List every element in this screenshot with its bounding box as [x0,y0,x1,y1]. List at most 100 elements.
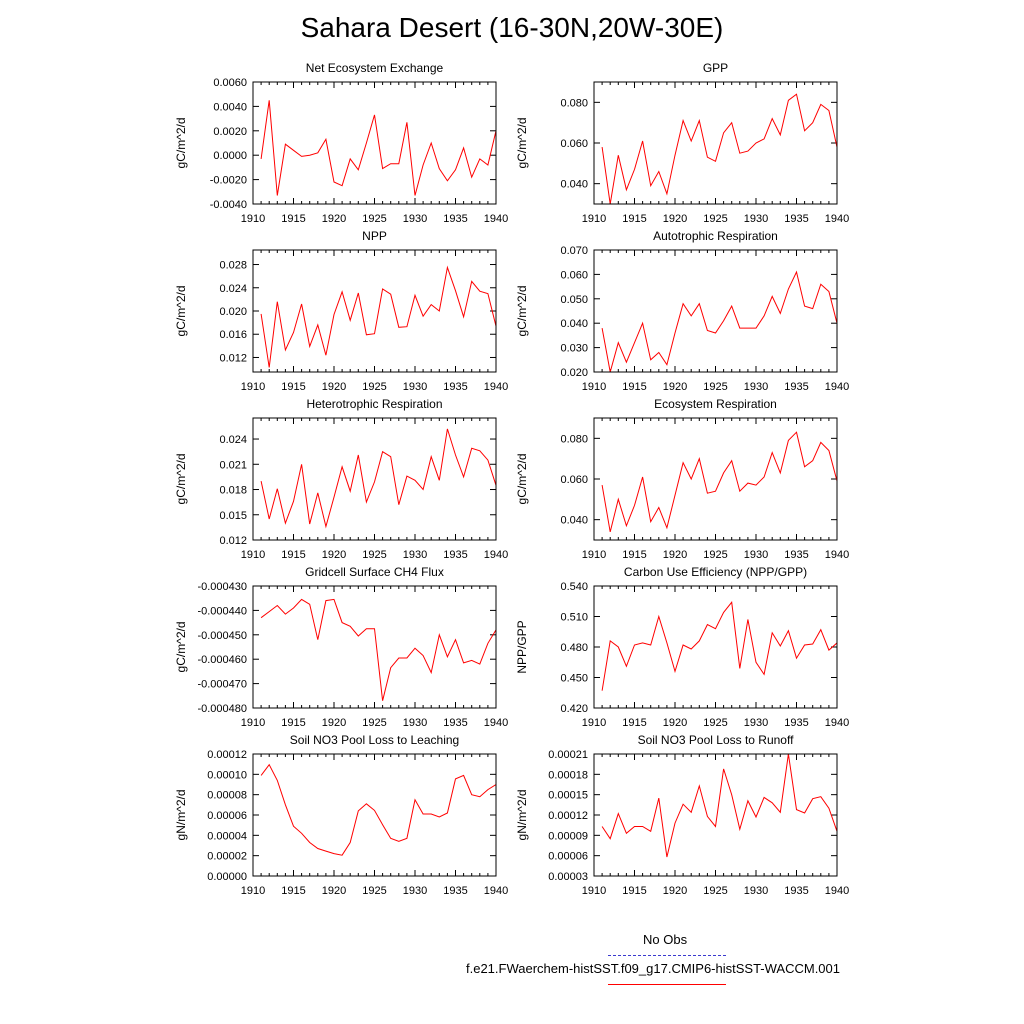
chart-panel: Heterotrophic Respiration gC/m^2/d 1910 191… [174,397,508,561]
y-tick-label: -0.000440 [197,605,247,617]
y-tick-label: 0.00004 [207,830,247,842]
y-tick-label: 0.0060 [213,77,247,89]
legend-line-model [608,984,726,985]
chart-panel: Ecosystem Respiration gC/m^2/d 1910 1915 192… [515,397,849,561]
x-tick-label: 1935 [443,885,467,897]
plot-frame [593,417,838,541]
y-axis-label: gN/m^2/d [515,790,529,841]
x-tick-label: 1925 [703,885,727,897]
x-tick-label: 1930 [744,381,768,393]
x-tick-label: 1935 [443,549,467,561]
x-tick-label: 1930 [403,381,427,393]
panel-title: Autotrophic Respiration [653,229,778,243]
x-tick-label: 1930 [403,549,427,561]
y-tick-label: -0.000430 [197,581,247,593]
x-tick-label: 1930 [744,885,768,897]
x-tick-label: 1920 [663,885,687,897]
y-tick-label: 0.060 [560,269,588,281]
x-tick-label: 1920 [322,549,346,561]
y-axis-label: NPP/GPP [515,620,529,673]
x-tick-label: 1915 [622,717,646,729]
y-tick-label: 0.0020 [213,126,247,138]
x-tick-label: 1925 [703,213,727,225]
x-tick-label: 1935 [784,717,808,729]
series-line [260,763,496,856]
y-tick-label: 0.040 [560,179,588,191]
panel-title: Carbon Use Efficiency (NPP/GPP) [624,565,807,579]
panel-title: Ecosystem Respiration [654,397,777,411]
x-tick-label: 1925 [362,885,386,897]
x-tick-label: 1940 [825,885,849,897]
y-axis-label: gC/m^2/d [515,286,529,337]
y-tick-label: -0.000470 [197,679,247,691]
x-tick-label: 1940 [825,381,849,393]
panel-title: Soil NO3 Pool Loss to Runoff [638,733,795,747]
x-tick-label: 1925 [362,213,386,225]
x-tick-label: 1940 [825,213,849,225]
x-tick-label: 1915 [281,885,305,897]
y-tick-label: 0.00002 [207,851,247,863]
plot-frame [593,81,838,205]
panel-title: NPP [362,229,387,243]
x-tick-label: 1930 [403,717,427,729]
panel-title: Heterotrophic Respiration [306,397,442,411]
y-tick-label: 0.050 [560,294,588,306]
x-tick-label: 1930 [744,717,768,729]
x-tick-label: 1935 [784,381,808,393]
series-line [260,428,496,529]
x-tick-label: 1910 [582,213,606,225]
x-tick-label: 1910 [241,381,265,393]
x-tick-label: 1915 [622,381,646,393]
y-tick-label: -0.0040 [210,199,247,211]
x-tick-label: 1920 [322,213,346,225]
x-tick-label: 1940 [825,717,849,729]
x-tick-label: 1940 [825,549,849,561]
y-tick-label: -0.000450 [197,630,247,642]
x-tick-label: 1940 [484,381,508,393]
y-axis-label: gN/m^2/d [174,790,188,841]
series-line [601,601,837,691]
y-tick-label: 0.00018 [548,769,588,781]
x-tick-label: 1910 [582,717,606,729]
y-tick-label: 0.040 [560,515,588,527]
x-tick-label: 1910 [582,549,606,561]
y-tick-label: 0.450 [560,673,588,685]
series-line [601,270,837,372]
chart-panel: Autotrophic Respiration gC/m^2/d 1910 1915 1… [515,229,849,393]
y-tick-label: 0.00003 [548,871,588,883]
chart-panel: Gridcell Surface CH4 Flux gC/m^2/d 1910 191… [174,565,508,729]
chart-panel: GPP gC/m^2/d 1910 1915 1920 1925 1930 1935 1940 0… [515,61,849,225]
x-tick-label: 1935 [784,213,808,225]
x-tick-label: 1920 [663,381,687,393]
y-axis-label: gC/m^2/d [174,118,188,169]
chart-panel: Net Ecosystem Exchange gC/m^2/d 1910 1915 19… [174,61,508,225]
x-tick-label: 1925 [362,381,386,393]
x-tick-label: 1930 [744,213,768,225]
x-tick-label: 1910 [241,717,265,729]
y-tick-label: 0.0040 [213,101,247,113]
y-tick-label: 0.00015 [548,790,588,802]
y-axis-label: gC/m^2/d [174,286,188,337]
x-tick-label: 1925 [362,549,386,561]
y-tick-label: 0.016 [219,329,247,341]
y-tick-label: 0.012 [219,352,247,364]
series-line [601,431,837,533]
series-line [260,265,496,368]
x-tick-label: 1925 [703,717,727,729]
y-tick-label: 0.080 [560,433,588,445]
y-tick-label: 0.060 [560,138,588,150]
panel-title: GPP [703,61,728,75]
x-tick-label: 1915 [281,717,305,729]
x-tick-label: 1935 [784,549,808,561]
y-tick-label: 0.024 [219,434,247,446]
x-tick-label: 1935 [443,717,467,729]
plot-frame [593,249,838,373]
y-axis-label: gC/m^2/d [174,622,188,673]
y-tick-label: 0.480 [560,642,588,654]
y-tick-label: 0.510 [560,612,588,624]
y-tick-label: -0.000480 [197,703,247,715]
x-tick-label: 1925 [703,381,727,393]
x-tick-label: 1940 [484,549,508,561]
y-tick-label: 0.540 [560,581,588,593]
